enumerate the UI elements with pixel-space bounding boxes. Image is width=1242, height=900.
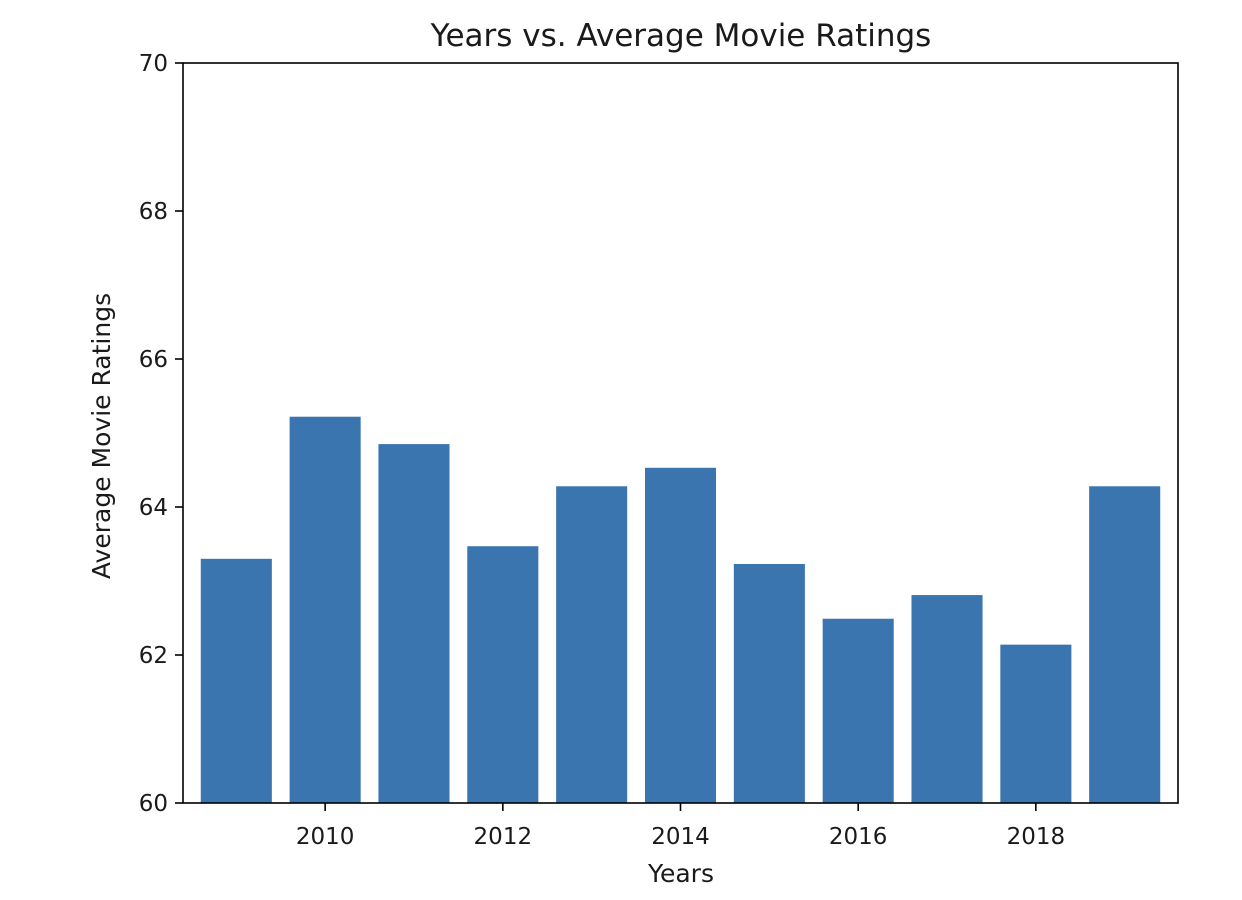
x-tick-label-2018: 2018	[1007, 824, 1066, 850]
bar-2019	[1089, 486, 1161, 803]
bar-2014	[644, 467, 717, 803]
bar-2016	[822, 618, 894, 803]
bar-2010	[289, 416, 361, 803]
x-tick-label-2010: 2010	[296, 824, 355, 850]
bars-layer	[200, 416, 1161, 803]
y-axis-label: Average Movie Ratings	[87, 293, 116, 579]
y-tick-label-62: 62	[139, 643, 168, 669]
x-tick-label-2014: 2014	[651, 824, 710, 850]
x-tick-label-2012: 2012	[474, 824, 533, 850]
bar-2012	[467, 546, 539, 803]
bar-2013	[556, 486, 628, 803]
chart-title: Years vs. Average Movie Ratings	[430, 18, 932, 54]
bar-2011	[378, 444, 450, 803]
ticks-layer: 60 62 64 66 68 70 2010 2012 2014 2016 2018	[139, 51, 1065, 850]
x-tick-label-2016: 2016	[829, 824, 888, 850]
y-tick-label-70: 70	[139, 51, 168, 77]
y-tick-label-60: 60	[139, 791, 168, 817]
y-tick-label-66: 66	[139, 347, 168, 373]
y-tick-label-64: 64	[139, 495, 168, 521]
x-axis-label: Years	[647, 859, 714, 888]
bar-2017	[911, 595, 983, 803]
y-tick-label-68: 68	[139, 199, 168, 225]
bar-2009	[200, 558, 272, 803]
bar-2018	[1000, 644, 1072, 803]
bar-2015	[733, 563, 805, 803]
